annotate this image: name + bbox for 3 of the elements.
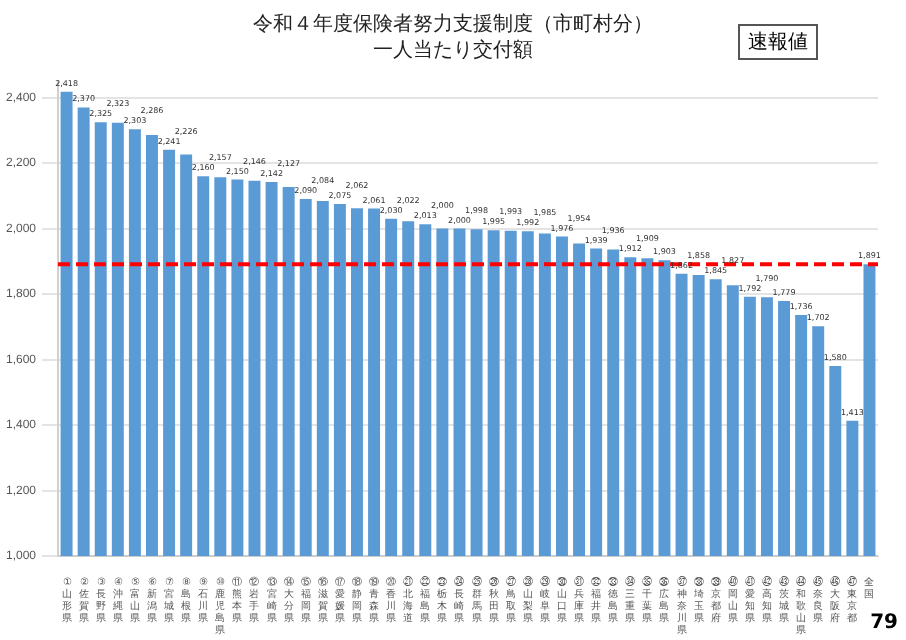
text: 速報値 <box>738 24 818 60</box>
text: 79 <box>870 612 898 634</box>
chart-title: 令和４年度保険者努力支援制度（市町村分）一人当たり交付額 <box>251 12 655 64</box>
